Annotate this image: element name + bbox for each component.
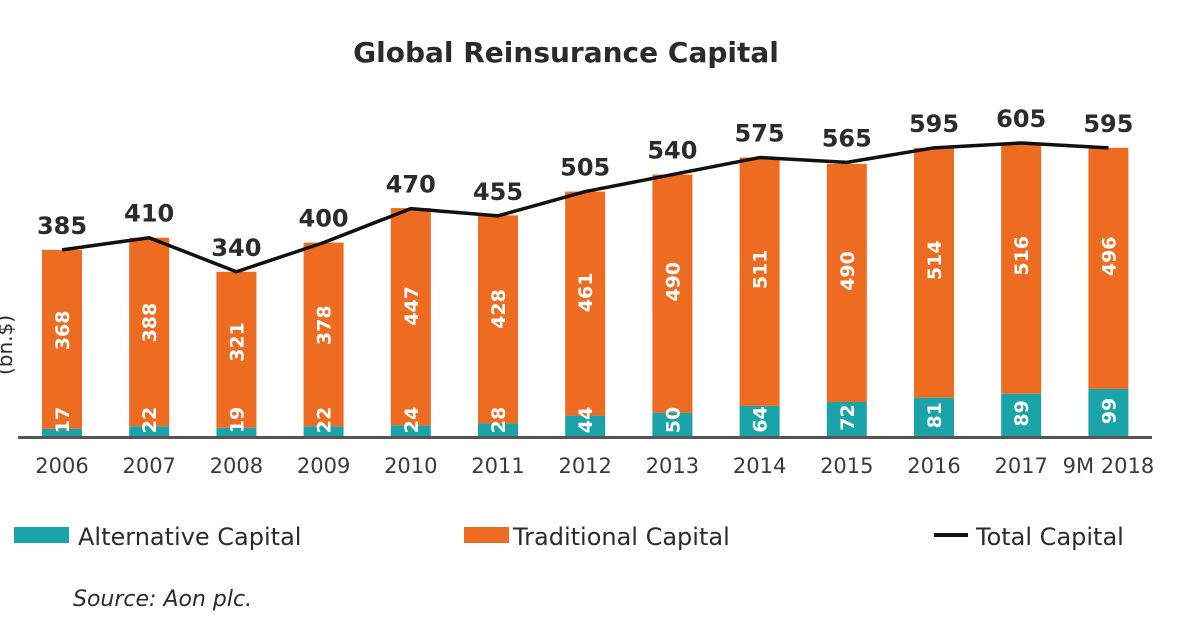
bar-alternative-2014 xyxy=(739,405,780,437)
data-label-total: 595 xyxy=(1083,110,1133,138)
data-label-total: 575 xyxy=(735,120,785,148)
data-label-total: 455 xyxy=(473,178,523,206)
legend-label-traditional: Traditional Capital xyxy=(512,523,730,551)
bar-traditional-2009 xyxy=(303,242,344,427)
data-label-traditional: 447 xyxy=(401,286,423,326)
data-label-alternative: 89 xyxy=(1011,400,1033,426)
bar-traditional-2008 xyxy=(216,271,257,428)
data-label-alternative: 28 xyxy=(488,407,510,433)
bar-traditional-2012 xyxy=(565,191,606,416)
data-label-alternative: 44 xyxy=(575,407,597,433)
y-axis-label: (bn.$) xyxy=(0,315,17,375)
data-label-total: 565 xyxy=(822,124,872,152)
data-label-traditional: 490 xyxy=(662,262,684,302)
bar-traditional-9M-2018 xyxy=(1088,147,1129,389)
x-tick-label: 2007 xyxy=(122,454,175,478)
data-label-traditional: 516 xyxy=(1011,236,1033,276)
legend-swatch-alternative xyxy=(14,527,69,543)
data-label-traditional: 514 xyxy=(924,240,946,280)
x-tick-label: 2009 xyxy=(297,454,350,478)
legend-label-alternative: Alternative Capital xyxy=(78,523,301,551)
bar-alternative-2010 xyxy=(390,425,431,437)
x-tick-label: 2010 xyxy=(384,454,437,478)
legend-swatch-traditional xyxy=(464,527,509,543)
data-label-traditional: 378 xyxy=(314,305,336,345)
bar-alternative-2013 xyxy=(652,412,693,437)
bar-traditional-2011 xyxy=(478,215,518,424)
data-label-total: 340 xyxy=(211,234,261,262)
bar-traditional-2010 xyxy=(390,208,431,426)
bar-alternative-2017 xyxy=(1001,393,1042,437)
total-capital-line xyxy=(61,141,1109,274)
bar-alternative-2016 xyxy=(914,397,954,437)
data-label-alternative: 81 xyxy=(924,402,946,428)
x-tick-label: 2015 xyxy=(820,454,873,478)
data-label-alternative: 22 xyxy=(314,407,336,433)
x-tick-label: 2013 xyxy=(646,454,699,478)
data-label-traditional: 461 xyxy=(575,273,597,313)
bar-traditional-2017 xyxy=(1001,142,1042,394)
legend: Alternative Capital Traditional Capital … xyxy=(14,523,1124,551)
data-label-total: 410 xyxy=(124,200,174,228)
data-label-alternative: 99 xyxy=(1098,398,1120,424)
bar-traditional-2006 xyxy=(42,249,82,429)
data-label-total: 540 xyxy=(647,137,697,165)
legend-label-total: Total Capital xyxy=(975,523,1124,551)
bar-traditional-2015 xyxy=(826,163,867,403)
bar-traditional-2014 xyxy=(739,157,780,406)
data-label-alternative: 50 xyxy=(662,407,684,433)
data-label-traditional: 490 xyxy=(837,251,859,291)
data-label-alternative: 17 xyxy=(52,407,74,433)
data-label-alternative: 72 xyxy=(837,404,859,430)
data-label-total: 595 xyxy=(909,110,959,138)
x-tick-label: 2011 xyxy=(471,454,524,478)
data-label-traditional: 388 xyxy=(139,303,161,343)
data-label-alternative: 24 xyxy=(401,407,423,433)
bar-alternative-2011 xyxy=(478,423,518,437)
x-tick-label: 2008 xyxy=(210,454,263,478)
data-label-traditional: 368 xyxy=(52,311,74,351)
source-note: Source: Aon plc. xyxy=(73,587,252,612)
bar-alternative-2008 xyxy=(216,427,257,437)
data-label-total: 470 xyxy=(386,171,436,199)
x-tick-label: 9M 2018 xyxy=(1063,454,1155,478)
bar-alternative-2012 xyxy=(565,415,606,437)
bar-alternative-2006 xyxy=(42,428,82,437)
bar-alternative-9M-2018 xyxy=(1088,388,1129,437)
x-tick-label: 2016 xyxy=(907,454,960,478)
chart-title: Global Reinsurance Capital xyxy=(353,36,779,69)
data-label-total: 605 xyxy=(996,105,1046,133)
data-label-total: 385 xyxy=(37,212,87,240)
data-label-traditional: 511 xyxy=(750,249,772,289)
bar-alternative-2015 xyxy=(826,402,867,437)
bar-traditional-2016 xyxy=(914,147,954,398)
bar-traditional-2013 xyxy=(652,174,693,413)
bar-alternative-2007 xyxy=(129,426,170,437)
data-label-traditional: 496 xyxy=(1098,236,1120,276)
x-tick-label: 2012 xyxy=(558,454,611,478)
data-label-traditional: 321 xyxy=(226,322,248,362)
x-tick-label: 2006 xyxy=(35,454,88,478)
data-label-total: 505 xyxy=(560,154,610,182)
x-tick-label: 2014 xyxy=(733,454,786,478)
data-label-alternative: 64 xyxy=(750,406,772,432)
data-label-total: 400 xyxy=(299,205,349,233)
bar-traditional-2007 xyxy=(129,237,170,427)
data-label-alternative: 22 xyxy=(139,407,161,433)
data-label-alternative: 19 xyxy=(226,407,248,433)
bar-alternative-2009 xyxy=(303,426,344,437)
data-label-traditional: 428 xyxy=(488,289,510,329)
x-tick-label: 2017 xyxy=(994,454,1047,478)
